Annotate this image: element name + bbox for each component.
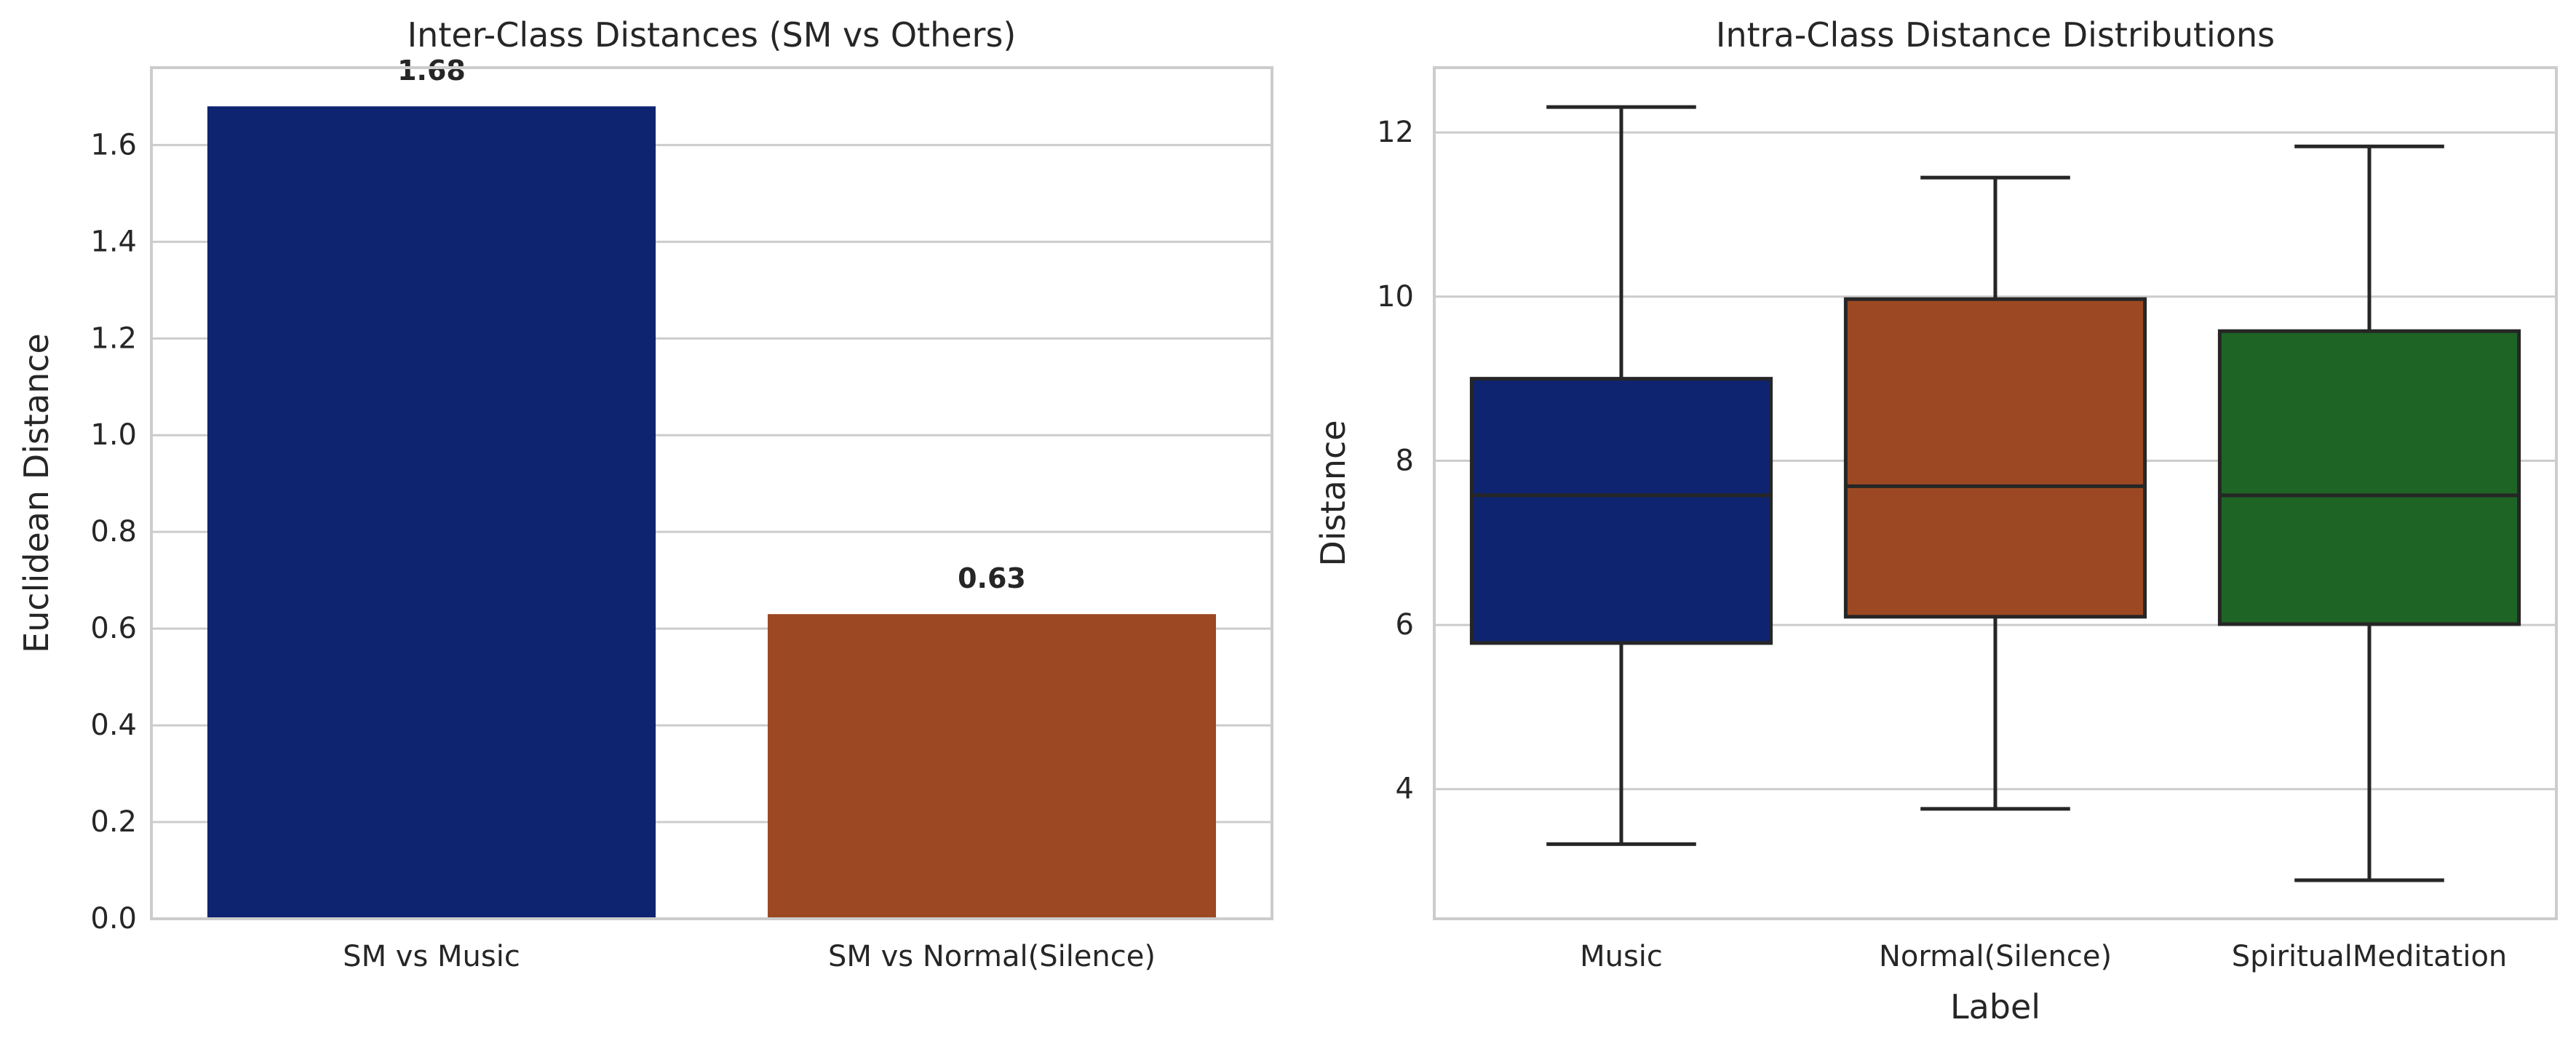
y-tick-label: 0.4: [90, 709, 137, 742]
x-tick-label: SM vs Normal(Silence): [828, 940, 1156, 973]
y-tick-label: 0.2: [90, 805, 137, 839]
y-tick-label: 1.0: [90, 418, 137, 452]
y-tick-label: 10: [1377, 280, 1414, 314]
y-axis-label: Distance: [1313, 420, 1353, 566]
y-tick-label: 1.2: [90, 322, 137, 355]
intra-class-box-chart: 4 6 8 10 12 Music Normal(Silence) SpiritualMedi…: [1313, 15, 2558, 1026]
y-tick-label: 0.8: [90, 515, 137, 549]
box-2: [1843, 175, 2147, 811]
y-tick-label: 4: [1396, 773, 1414, 806]
y-axis-label: Euclidean Distance: [17, 333, 56, 653]
y-tick-label: 12: [1377, 116, 1414, 149]
plot-frame: [150, 66, 1273, 920]
y-tick-label: 1.6: [90, 128, 137, 161]
chart-title: Intra-Class Distance Distributions: [1716, 15, 2275, 55]
y-tick-label: 0.6: [90, 612, 137, 645]
bar-1: [207, 106, 656, 919]
y-tick-label: 8: [1396, 444, 1414, 477]
bar-value-label: 0.63: [958, 562, 1026, 594]
iqr-box: [2217, 329, 2521, 626]
x-tick-label: SM vs Music: [343, 940, 520, 973]
y-tick-label: 6: [1396, 608, 1414, 642]
plot-frame: [1433, 66, 2558, 920]
iqr-box: [1843, 297, 2147, 619]
x-axis-label: Label: [1950, 987, 2040, 1026]
bar-2: [768, 614, 1216, 919]
bar-value-label: 1.68: [397, 55, 466, 87]
inter-class-bar-chart: 0.0 0.2 0.4 0.6 0.8 1.0 1.2 1.4 1.6 1.68 SM vs Mus…: [17, 15, 1273, 973]
x-tick-label: Normal(Silence): [1879, 940, 2112, 973]
box-3: [2217, 144, 2521, 882]
box-1: [1469, 105, 1773, 846]
y-tick-label: 0.0: [90, 902, 137, 936]
x-tick-label: SpiritualMeditation: [2232, 940, 2508, 973]
iqr-box: [1469, 377, 1773, 645]
x-tick-label: Music: [1580, 940, 1663, 973]
y-tick-label: 1.4: [90, 225, 137, 258]
chart-title: Inter-Class Distances (SM vs Others): [408, 15, 1017, 55]
